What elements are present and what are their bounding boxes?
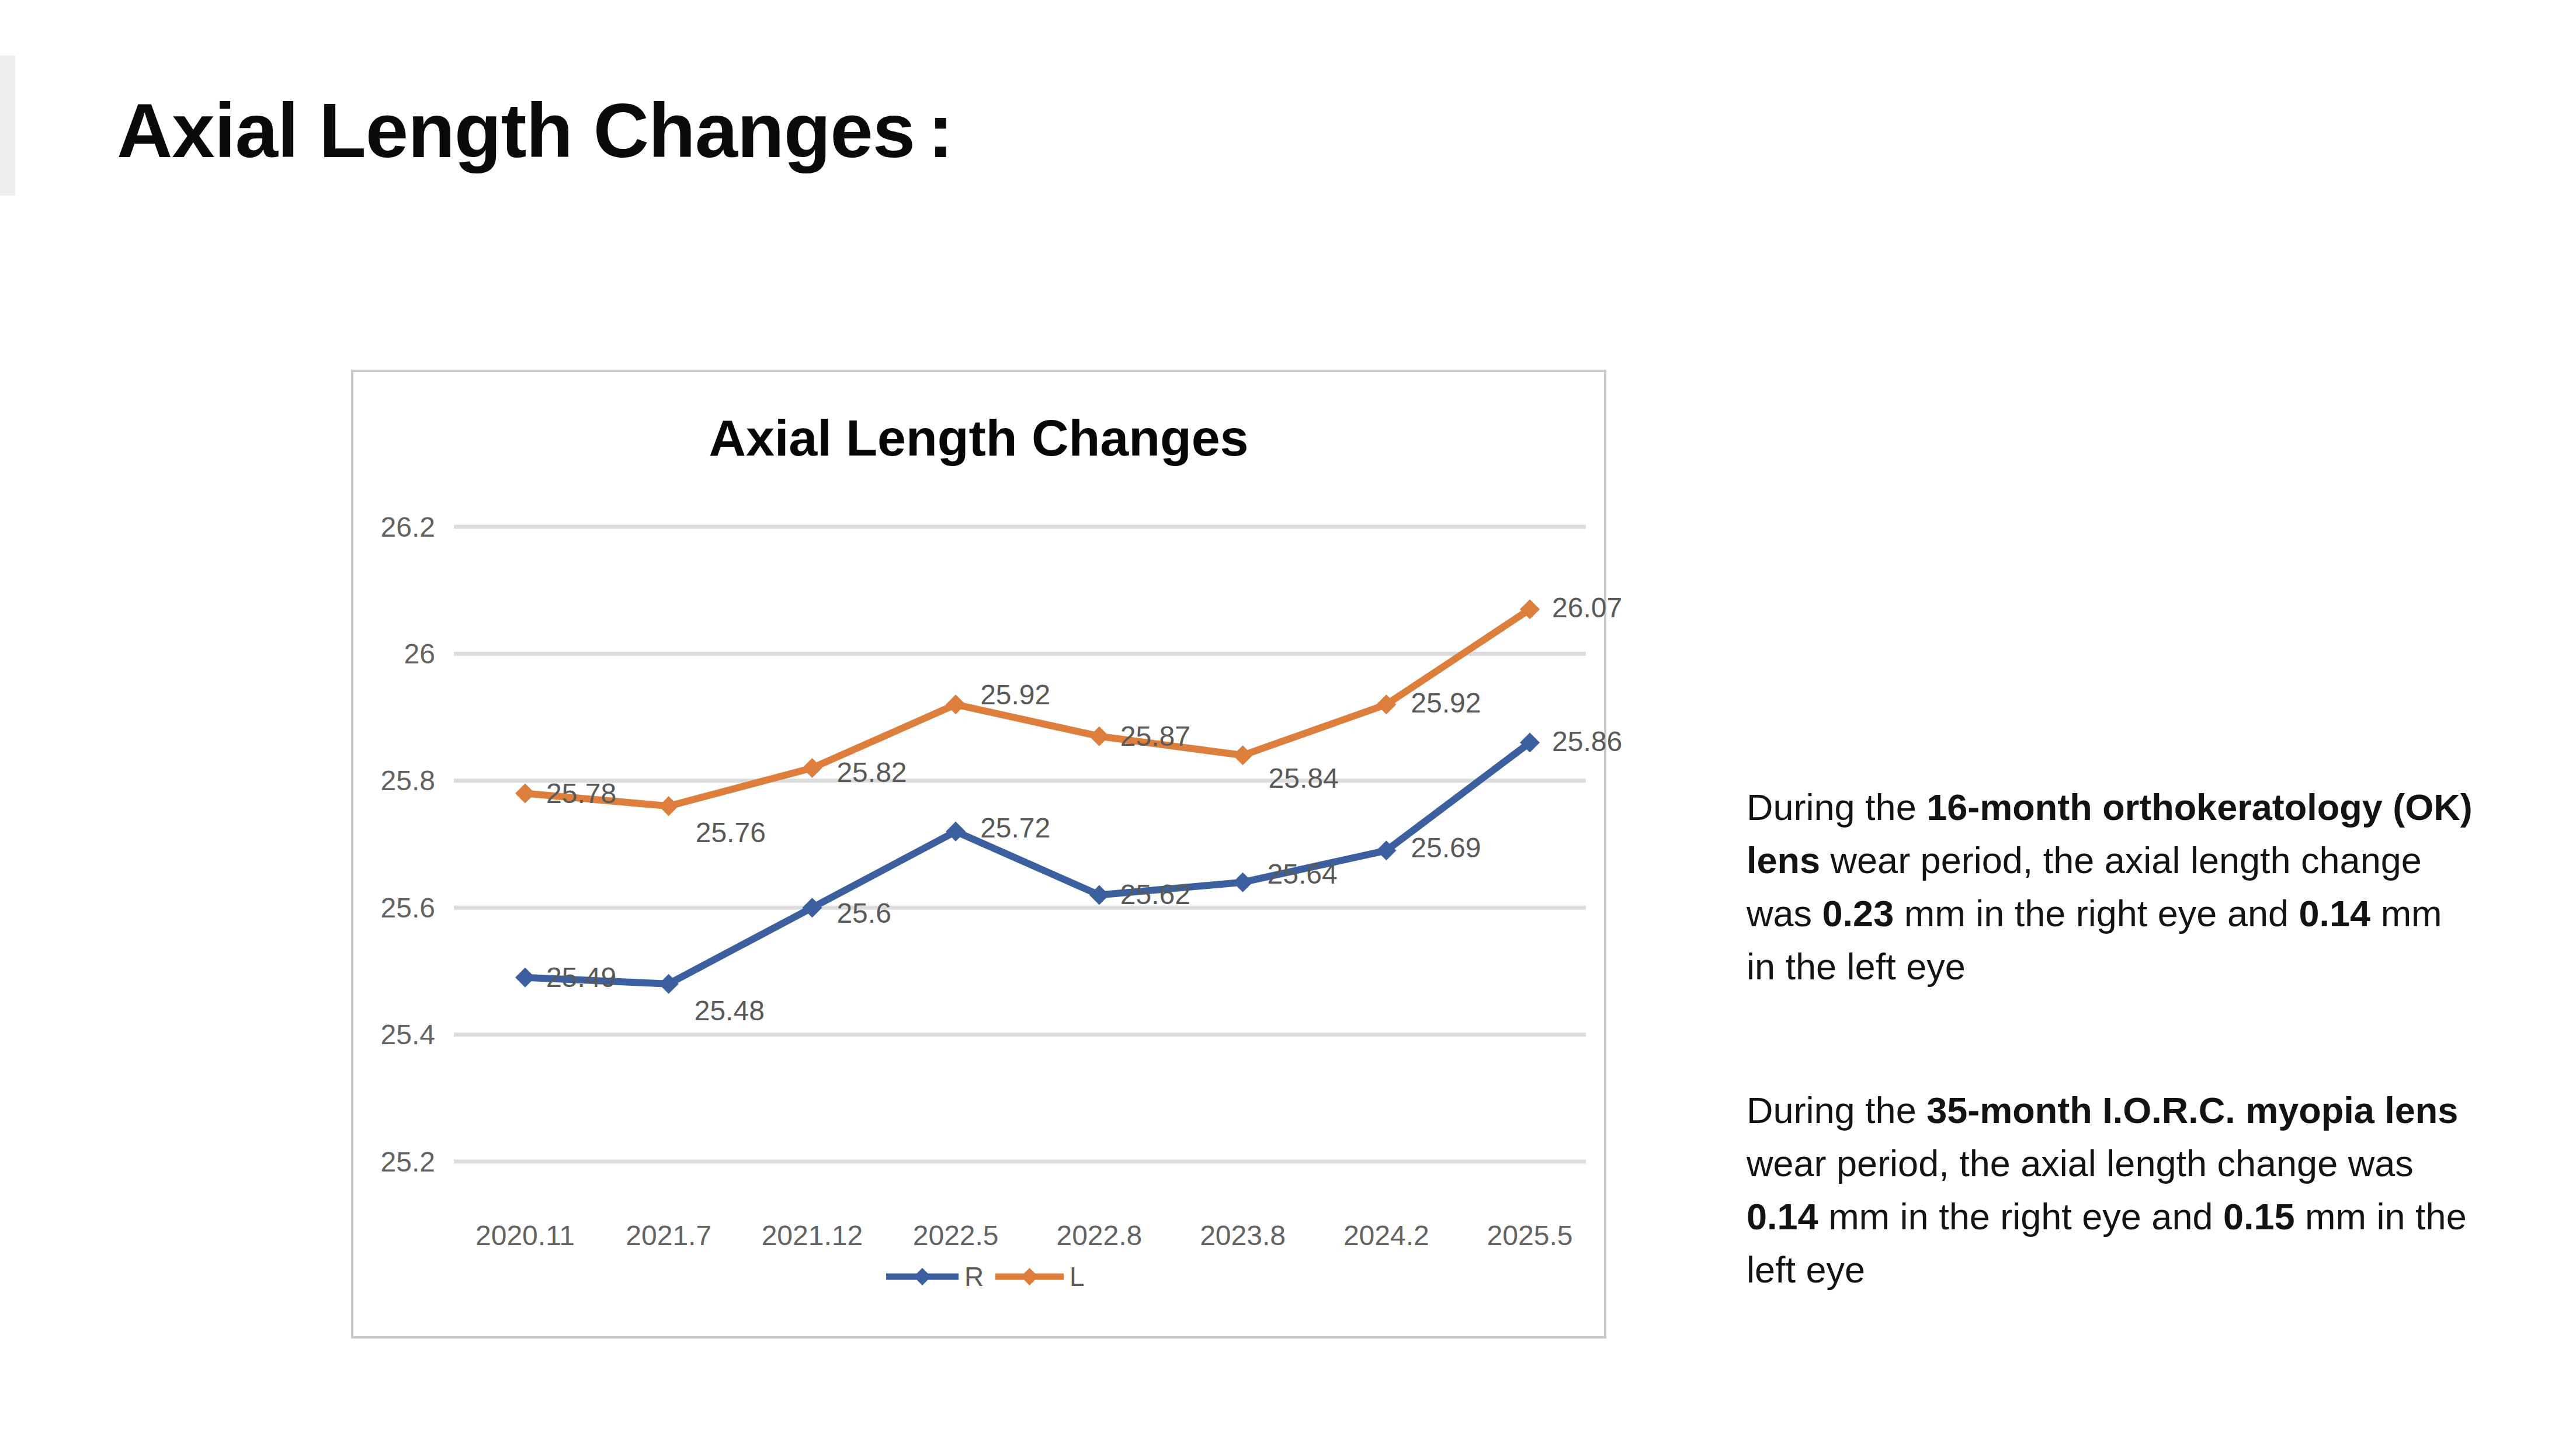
data-label: 25.62 <box>1120 879 1190 910</box>
data-point-marker <box>1233 873 1253 892</box>
note-text-segment: 35-month I.O.R.C. myopia lens <box>1926 1090 2458 1131</box>
note-text-segment: 0.14 <box>1747 1196 1818 1237</box>
note-paragraph-iorc-lens: During the 35-month I.O.R.C. myopia lens… <box>1747 1084 2473 1296</box>
legend-marker-icon <box>914 1268 931 1285</box>
data-label: 25.82 <box>836 757 907 788</box>
data-point-marker <box>659 796 679 816</box>
data-labels-L: 25.78 25.76 25.82 25.92 25.87 25.84 25.92 26.07 <box>546 592 1622 848</box>
x-tick-label: 2024.2 <box>1343 1220 1429 1251</box>
note-paragraph-ok-lens: During the 16-month orthokeratology (OK)… <box>1747 781 2473 993</box>
data-label: 25.64 <box>1268 858 1338 889</box>
y-tick-label: 26.2 <box>381 512 435 543</box>
x-tick-label: 2023.8 <box>1200 1220 1286 1251</box>
data-label: 25.49 <box>546 962 616 993</box>
data-label: 25.78 <box>546 778 616 809</box>
data-label: 25.86 <box>1552 726 1622 757</box>
data-label: 26.07 <box>1552 592 1622 623</box>
legend-marker-icon <box>1021 1268 1039 1285</box>
page-title-text: Axial Length Changes <box>117 88 915 173</box>
legend-label: L <box>1070 1261 1085 1292</box>
legend-item-R: R <box>886 1261 984 1292</box>
note-text-segment: 0.15 <box>2223 1196 2295 1237</box>
data-label: 25.84 <box>1269 763 1339 794</box>
scan-artifact <box>0 55 15 196</box>
series-R <box>515 733 1540 994</box>
data-point-marker <box>515 968 535 988</box>
data-point-marker <box>802 758 822 778</box>
data-label: 25.6 <box>836 898 891 929</box>
note-text-segment: mm in the right eye and <box>1894 893 2299 934</box>
note-text-segment: wear period, the axial length change was <box>1747 1143 2414 1184</box>
data-label: 25.48 <box>695 995 765 1026</box>
line-chart: 26.2 26 25.8 25.6 25.4 25.2 2020.11 2021.7 2021.… <box>353 372 1604 1336</box>
note-text-segment: During the <box>1747 787 1926 828</box>
data-point-marker <box>946 694 966 714</box>
y-axis-labels: 26.2 26 25.8 25.6 25.4 25.2 <box>381 512 435 1177</box>
data-label: 25.72 <box>980 812 1050 843</box>
y-tick-label: 26 <box>404 638 435 669</box>
chart-title: Axial Length Changes <box>353 408 1604 468</box>
data-label: 25.69 <box>1411 832 1481 863</box>
note-text-segment: During the <box>1747 1090 1926 1131</box>
data-point-marker <box>515 784 535 804</box>
data-label: 25.92 <box>980 679 1050 710</box>
data-label: 25.92 <box>1411 687 1481 718</box>
page-canvas: Axial Length Changes: 26.22625.825.625.4… <box>0 0 2576 1446</box>
x-axis-labels: 2020.11 2021.7 2021.12 2022.5 2022.8 2023.8 20… <box>475 1220 1572 1251</box>
data-label: 25.87 <box>1120 721 1190 752</box>
y-tick-label: 25.6 <box>381 892 435 923</box>
legend-label: R <box>964 1261 984 1292</box>
data-labels-R: 25.49 25.48 25.6 25.72 25.62 25.64 25.69 25.86 <box>546 726 1622 1026</box>
x-tick-label: 2022.8 <box>1056 1220 1142 1251</box>
y-tick-label: 25.2 <box>381 1146 435 1177</box>
data-point-marker <box>1089 727 1109 746</box>
x-tick-label: 2022.5 <box>913 1220 999 1251</box>
x-tick-label: 2021.7 <box>626 1220 711 1251</box>
note-text-segment: mm in the right eye and <box>1818 1196 2223 1237</box>
page-title: Axial Length Changes: <box>117 86 953 175</box>
axial-length-chart-card: 26.2 26 25.8 25.6 25.4 25.2 2020.11 2021.7 2021.… <box>351 370 1606 1339</box>
legend: RL <box>886 1261 1085 1292</box>
y-tick-label: 25.8 <box>381 765 435 796</box>
notes-section: During the 16-month orthokeratology (OK)… <box>1747 781 2473 1296</box>
data-label: 25.76 <box>696 817 766 848</box>
x-tick-label: 2020.11 <box>475 1220 575 1251</box>
legend-item-L: L <box>995 1261 1085 1292</box>
data-point-marker <box>1233 745 1253 765</box>
data-point-marker <box>1089 885 1109 905</box>
page-title-colon: : <box>928 88 953 173</box>
note-text-segment: 0.23 <box>1822 893 1894 934</box>
x-tick-label: 2021.12 <box>762 1220 863 1251</box>
note-text-segment: 0.14 <box>2299 893 2371 934</box>
x-tick-label: 2025.5 <box>1487 1220 1573 1251</box>
y-tick-label: 25.4 <box>381 1019 435 1050</box>
